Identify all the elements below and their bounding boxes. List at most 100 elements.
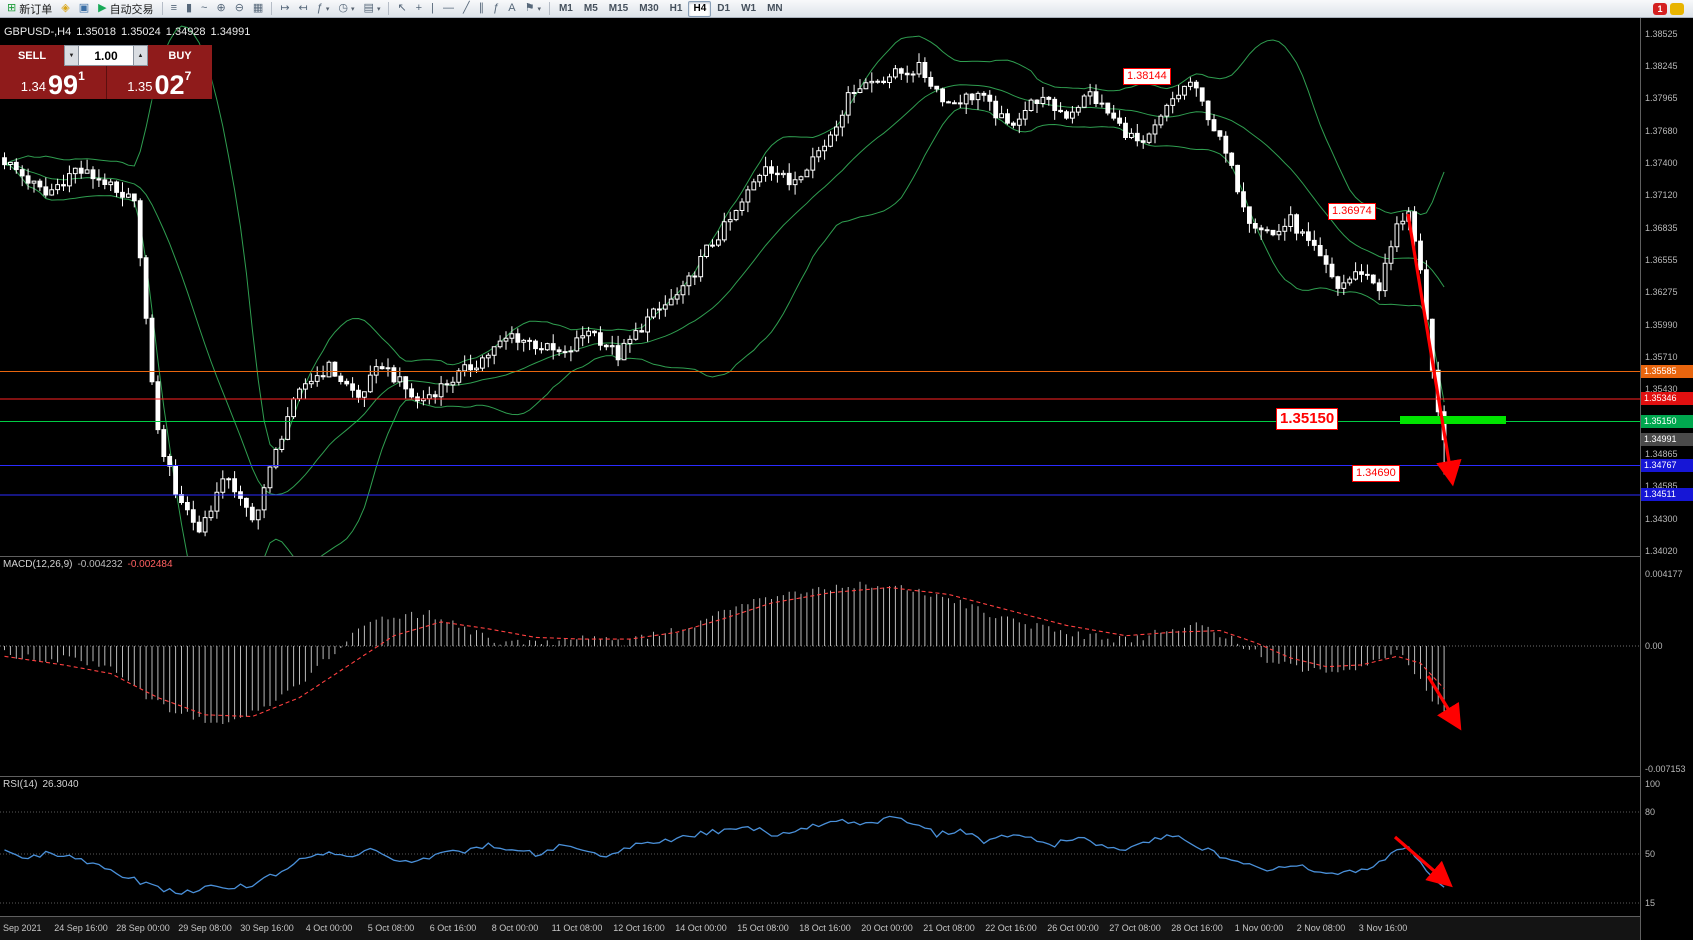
metaeditor-button[interactable]: ◈ — [57, 1, 73, 16]
price-tick: 1.36555 — [1645, 254, 1678, 265]
timeframe-m5-button[interactable]: M5 — [583, 2, 598, 14]
buy-price-big: 02 — [154, 70, 185, 100]
time-label: 15 Oct 08:00 — [737, 923, 789, 933]
caret-down-icon: ▾ — [537, 5, 541, 13]
price-tick: 1.35430 — [1645, 384, 1678, 395]
time-label: Sep 2021 — [3, 923, 42, 933]
auto-scroll-button[interactable]: ↦ — [276, 1, 293, 16]
periods-button[interactable]: ◷ ▾ — [334, 1, 358, 16]
candlestick-chart-button[interactable]: ▮ — [182, 1, 196, 16]
rsi-value: 26.3040 — [42, 779, 79, 790]
buy-button[interactable]: BUY — [148, 45, 212, 66]
timeframe-h4-button[interactable]: H4 — [688, 0, 712, 17]
ohlc-open: 1.35018 — [76, 26, 117, 38]
macd-name: MACD(12,26,9) — [3, 559, 73, 570]
channel-icon: ∥ — [478, 2, 485, 14]
price-tick: 1.37120 — [1645, 190, 1678, 201]
rsi-panel[interactable]: RSI(14) 26.3040 — [0, 776, 1640, 916]
text-button[interactable]: A — [504, 1, 519, 16]
buy-price-small: 1.35 — [127, 79, 153, 94]
timeframe-mn-button[interactable]: MN — [767, 2, 783, 14]
time-label: 21 Oct 08:00 — [923, 923, 975, 933]
fibonacci-button[interactable]: ƒ — [489, 1, 503, 16]
new-order-button[interactable]: ⊞ 新订单 — [3, 1, 56, 16]
news-badge[interactable]: 1 — [1653, 2, 1667, 15]
time-axis[interactable]: Sep 2021 24 Sep 16:00 28 Sep 00:00 29 Sep 0… — [0, 916, 1640, 940]
price-annotation[interactable]: 1.36974 — [1328, 203, 1376, 220]
price-annotation[interactable]: 1.38144 — [1123, 68, 1171, 85]
timeframe-m1-button[interactable]: M1 — [558, 2, 573, 14]
chart-annotations: 1.38144 1.36974 1.35150 1.34690 — [0, 18, 1640, 556]
price-tick: 1.35710 — [1645, 352, 1678, 363]
price-annotation[interactable]: 1.35150 — [1276, 408, 1339, 430]
periods-icon: ◷ — [338, 2, 349, 14]
tile-windows-icon: ▦ — [252, 2, 264, 14]
templates-button[interactable]: ▤ ▾ — [360, 1, 385, 16]
arrows-button[interactable]: ⚑ ▾ — [521, 1, 545, 16]
caret-down-icon: ▾ — [376, 5, 381, 13]
sell-price-big: 99 — [48, 70, 79, 100]
timeframe-m30-button[interactable]: M30 — [639, 2, 659, 14]
price-annotation[interactable]: 1.34690 — [1352, 465, 1400, 482]
time-label: 2 Nov 08:00 — [1296, 923, 1346, 933]
time-label: 18 Oct 16:00 — [799, 923, 851, 933]
timeframe-h1-button[interactable]: H1 — [669, 2, 683, 14]
community-badge[interactable] — [1670, 2, 1684, 15]
one-click-top-row: SELL ▼ ▲ BUY — [0, 45, 212, 66]
price-tick: 1.38245 — [1645, 60, 1678, 71]
indicators-button[interactable]: ƒ ▾ — [313, 1, 334, 16]
time-label: 26 Oct 00:00 — [1047, 923, 1099, 933]
buy-price-button[interactable]: 1.35 02 7 — [106, 66, 212, 100]
one-click-prices: 1.34 99 1 1.35 02 7 — [0, 66, 212, 99]
price-tick: 1.34020 — [1645, 546, 1678, 557]
ohlc-close: 1.34991 — [210, 26, 251, 38]
timeframe-w1-button[interactable]: W1 — [741, 2, 757, 14]
timeframe-d1-button[interactable]: D1 — [717, 2, 731, 14]
price-tick: 1.37680 — [1645, 125, 1678, 136]
toolbar-separator — [388, 2, 390, 15]
time-label: 12 Oct 16:00 — [613, 923, 665, 933]
macd-main-value: -0.004232 — [77, 559, 123, 570]
new-order-icon: ⊞ — [7, 2, 17, 14]
zoom-out-icon: ⊖ — [234, 2, 244, 14]
metaeditor-icon: ◈ — [61, 2, 70, 14]
time-label: 3 Nov 16:00 — [1358, 923, 1408, 933]
time-label: 24 Sep 16:00 — [54, 923, 108, 933]
volume-input[interactable] — [79, 45, 133, 66]
time-label: 30 Sep 16:00 — [240, 923, 294, 933]
chart-shift-icon: ↤ — [298, 2, 308, 14]
sell-button[interactable]: SELL — [0, 45, 64, 66]
time-label: 22 Oct 16:00 — [985, 923, 1037, 933]
sell-price-button[interactable]: 1.34 99 1 — [0, 66, 107, 99]
price-tick: 1.34865 — [1645, 449, 1678, 460]
text-icon: A — [508, 2, 516, 14]
caret-down-icon: ▾ — [325, 5, 330, 13]
zoom-in-button[interactable]: ⊕ — [212, 1, 229, 16]
crosshair-icon: + — [415, 2, 423, 14]
channel-button[interactable]: ∥ — [475, 1, 489, 16]
terminal-button[interactable]: ▣ — [75, 1, 93, 16]
tile-windows-button[interactable]: ▦ — [249, 1, 267, 16]
price-tick: 1.38525 — [1645, 28, 1678, 39]
volume-increase-button[interactable]: ▲ — [133, 45, 148, 66]
time-label: 11 Oct 08:00 — [551, 923, 603, 933]
cursor-button[interactable]: ↖ — [393, 1, 410, 16]
macd-panel[interactable]: MACD(12,26,9) -0.004232 -0.002484 — [0, 556, 1640, 776]
horizontal-line-button[interactable]: — — [439, 1, 458, 16]
autotrading-button[interactable]: ▶ 自动交易 — [94, 1, 157, 16]
bar-chart-button[interactable]: ≡ — [167, 1, 181, 16]
price-axis[interactable]: 1.38525 1.38245 1.37965 1.37680 1.37400 1.371… — [1640, 18, 1693, 940]
line-chart-button[interactable]: ~ — [197, 1, 211, 16]
main-chart-panel[interactable]: GBPUSD-,H4 1.35018 1.35024 1.34928 1.34991 S… — [0, 18, 1640, 556]
volume-decrease-button[interactable]: ▼ — [64, 45, 79, 66]
chart-shift-button[interactable]: ↤ — [295, 1, 312, 16]
crosshair-button[interactable]: + — [412, 1, 426, 16]
ohlc-high: 1.35024 — [121, 26, 161, 38]
macd-tick: 0.00 — [1645, 641, 1663, 651]
vertical-line-button[interactable]: | — [427, 1, 438, 16]
zoom-out-button[interactable]: ⊖ — [231, 1, 248, 16]
timeframe-m15-button[interactable]: M15 — [608, 2, 629, 14]
time-label: 6 Oct 16:00 — [429, 923, 477, 933]
trendline-button[interactable]: ╱ — [459, 1, 474, 16]
